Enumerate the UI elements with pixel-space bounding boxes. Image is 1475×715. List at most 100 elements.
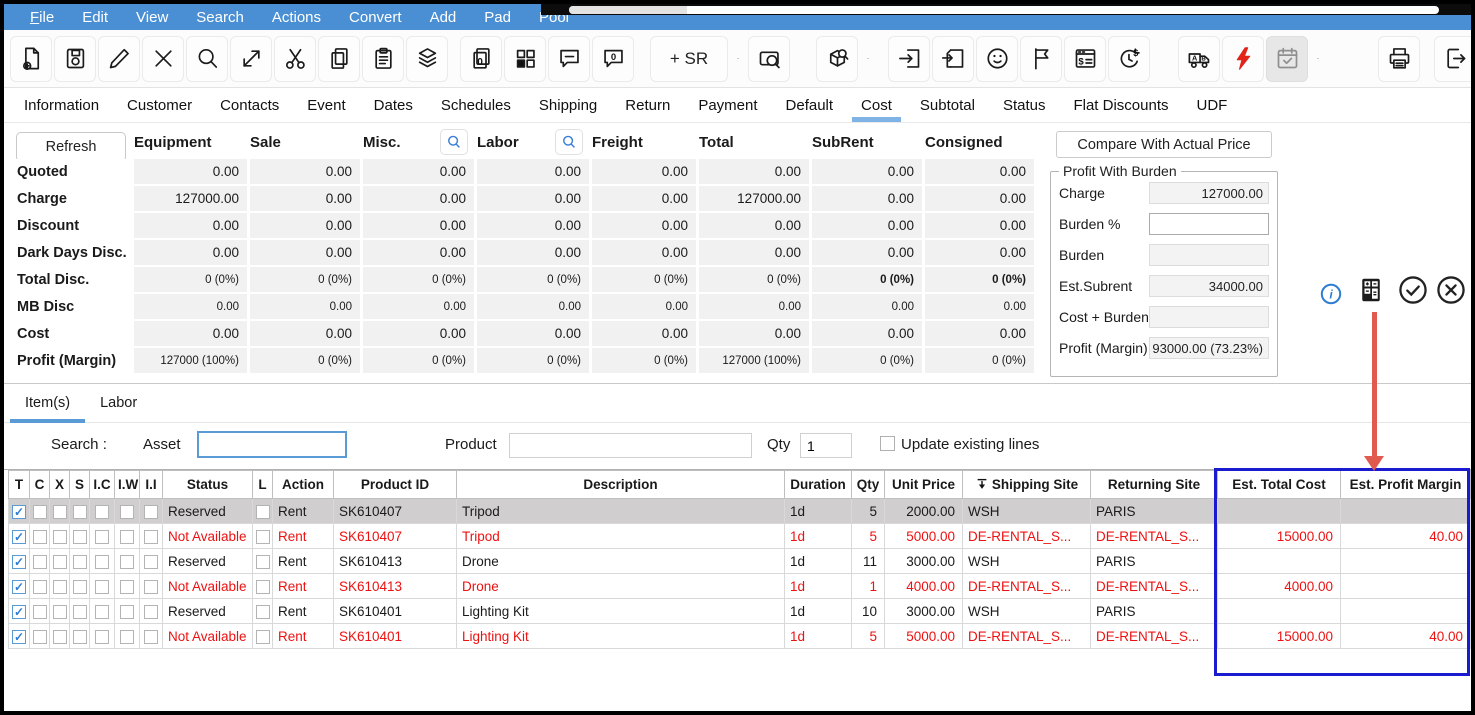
item-row-2[interactable]: Not Available RentSK610407Tripod1d55000.0…	[8, 523, 1471, 549]
tab-contacts[interactable]: Contacts	[220, 96, 280, 114]
calculate-cost-button[interactable]	[1354, 273, 1388, 307]
duplicate-count-button[interactable]: 0	[460, 35, 502, 82]
tab-cost[interactable]: Cost	[847, 88, 906, 122]
calendar-check-button[interactable]	[1266, 35, 1308, 82]
burden-field[interactable]	[1149, 213, 1269, 235]
detail-tab-item-s[interactable]: Item(s)	[10, 384, 86, 423]
search-labor-button[interactable]	[555, 129, 583, 155]
cost-burden-field[interactable]	[1149, 306, 1269, 328]
paste-button[interactable]	[362, 35, 404, 82]
tab-return[interactable]: Return	[625, 96, 671, 114]
copy-button[interactable]	[318, 35, 360, 82]
exit-button[interactable]	[1434, 35, 1471, 82]
layers-button[interactable]	[406, 35, 448, 82]
time-money-button[interactable]: $	[1108, 35, 1150, 82]
cell-ic-checkbox[interactable]	[95, 604, 109, 619]
cell-x-checkbox[interactable]	[52, 529, 67, 544]
flag-button[interactable]	[1020, 35, 1062, 82]
qty-input[interactable]	[800, 433, 852, 458]
detail-tab-labor[interactable]: Labor	[100, 395, 138, 411]
tab-flat-discounts[interactable]: Flat Discounts	[1073, 96, 1169, 114]
add-sr-chevron[interactable]	[730, 36, 746, 82]
cell-ic-checkbox[interactable]	[95, 629, 109, 644]
cell-l-checkbox[interactable]	[255, 629, 270, 644]
tab-customer[interactable]: Customer	[127, 96, 193, 114]
col-header-description[interactable]: Description	[456, 470, 785, 499]
info-icon[interactable]: i	[1320, 283, 1342, 305]
cell-iw-checkbox[interactable]	[120, 554, 134, 569]
quick-lightning-button[interactable]	[1222, 35, 1264, 82]
cell-l-checkbox[interactable]	[255, 529, 270, 544]
cell-x-checkbox[interactable]	[52, 554, 67, 569]
cell-s-checkbox[interactable]	[72, 504, 87, 519]
cell-t-checkbox[interactable]	[12, 629, 26, 644]
col-header-status[interactable]: Status	[162, 470, 253, 499]
menu-item-pad[interactable]: Pad	[484, 8, 511, 26]
cell-c-checkbox[interactable]	[32, 554, 47, 569]
menu-item-convert[interactable]: Convert	[349, 8, 402, 26]
cell-ii-checkbox[interactable]	[144, 529, 158, 544]
cell-t-checkbox[interactable]	[12, 554, 26, 569]
product-input[interactable]	[509, 433, 752, 458]
calendar-chevron[interactable]	[1310, 36, 1326, 82]
cell-x-checkbox[interactable]	[52, 504, 67, 519]
asset-input[interactable]	[197, 431, 347, 458]
col-header-action[interactable]: Action	[272, 470, 334, 499]
col-header-t[interactable]: T	[8, 470, 30, 499]
cell-t-checkbox[interactable]	[12, 529, 26, 544]
update-existing-lines-checkbox[interactable]	[880, 436, 895, 451]
approve-icon[interactable]	[1396, 273, 1430, 307]
col-header-est-total-cost[interactable]: Est. Total Cost	[1217, 470, 1341, 499]
tab-udf[interactable]: UDF	[1196, 96, 1228, 114]
cell-s-checkbox[interactable]	[72, 579, 87, 594]
cell-ic-checkbox[interactable]	[95, 579, 109, 594]
cell-c-checkbox[interactable]	[32, 529, 47, 544]
box-search-chevron[interactable]	[860, 36, 876, 82]
delete-button[interactable]	[142, 35, 184, 82]
cut-button[interactable]	[274, 35, 316, 82]
tab-information[interactable]: Information	[24, 96, 100, 114]
col-header-l[interactable]: L	[252, 470, 273, 499]
burden-field[interactable]	[1149, 244, 1269, 266]
customer-smiley-button[interactable]	[976, 35, 1018, 82]
col-header-c[interactable]: C	[29, 470, 50, 499]
col-header-est-profit-margin[interactable]: Est. Profit Margin	[1340, 470, 1471, 499]
cell-l-checkbox[interactable]	[255, 554, 270, 569]
cell-ii-checkbox[interactable]	[144, 629, 158, 644]
tab-dates[interactable]: Dates	[373, 96, 413, 114]
tab-status[interactable]: Status	[1002, 96, 1046, 114]
cell-ii-checkbox[interactable]	[144, 579, 158, 594]
cell-iw-checkbox[interactable]	[120, 529, 134, 544]
col-header-shipping-site[interactable]: Shipping Site	[962, 470, 1091, 499]
col-header-unit-price[interactable]: Unit Price	[884, 470, 963, 499]
col-header-i-i[interactable]: I.I	[139, 470, 163, 499]
col-header-returning-site[interactable]: Returning Site	[1090, 470, 1218, 499]
cell-ic-checkbox[interactable]	[95, 529, 109, 544]
comment-count-button[interactable]: 0	[592, 35, 634, 82]
est-subrent-field[interactable]	[1149, 275, 1269, 297]
menu-item-actions[interactable]: Actions	[271, 8, 322, 26]
new-document-button[interactable]	[10, 35, 52, 82]
view-search-button[interactable]	[748, 35, 790, 82]
col-header-i-w[interactable]: I.W	[114, 470, 140, 499]
cell-ii-checkbox[interactable]	[144, 554, 158, 569]
cell-c-checkbox[interactable]	[32, 579, 47, 594]
tab-subtotal[interactable]: Subtotal	[919, 96, 975, 114]
cell-x-checkbox[interactable]	[52, 629, 67, 644]
compare-with-actual-price-button[interactable]: Compare With Actual Price	[1056, 131, 1272, 158]
tab-default[interactable]: Default	[785, 96, 834, 114]
cell-l-checkbox[interactable]	[255, 504, 270, 519]
cell-iw-checkbox[interactable]	[120, 504, 134, 519]
tab-payment[interactable]: Payment	[698, 96, 758, 114]
cell-x-checkbox[interactable]	[52, 604, 67, 619]
cell-c-checkbox[interactable]	[32, 629, 47, 644]
col-header-qty[interactable]: Qty	[851, 470, 885, 499]
charge-field[interactable]	[1149, 182, 1269, 204]
menu-item-add[interactable]: Add	[429, 8, 457, 26]
invoice-window-button[interactable]: $	[1064, 35, 1106, 82]
tab-shipping[interactable]: Shipping	[538, 96, 598, 114]
expand-button[interactable]	[230, 35, 272, 82]
add-sr-button[interactable]: + SR	[650, 35, 728, 82]
